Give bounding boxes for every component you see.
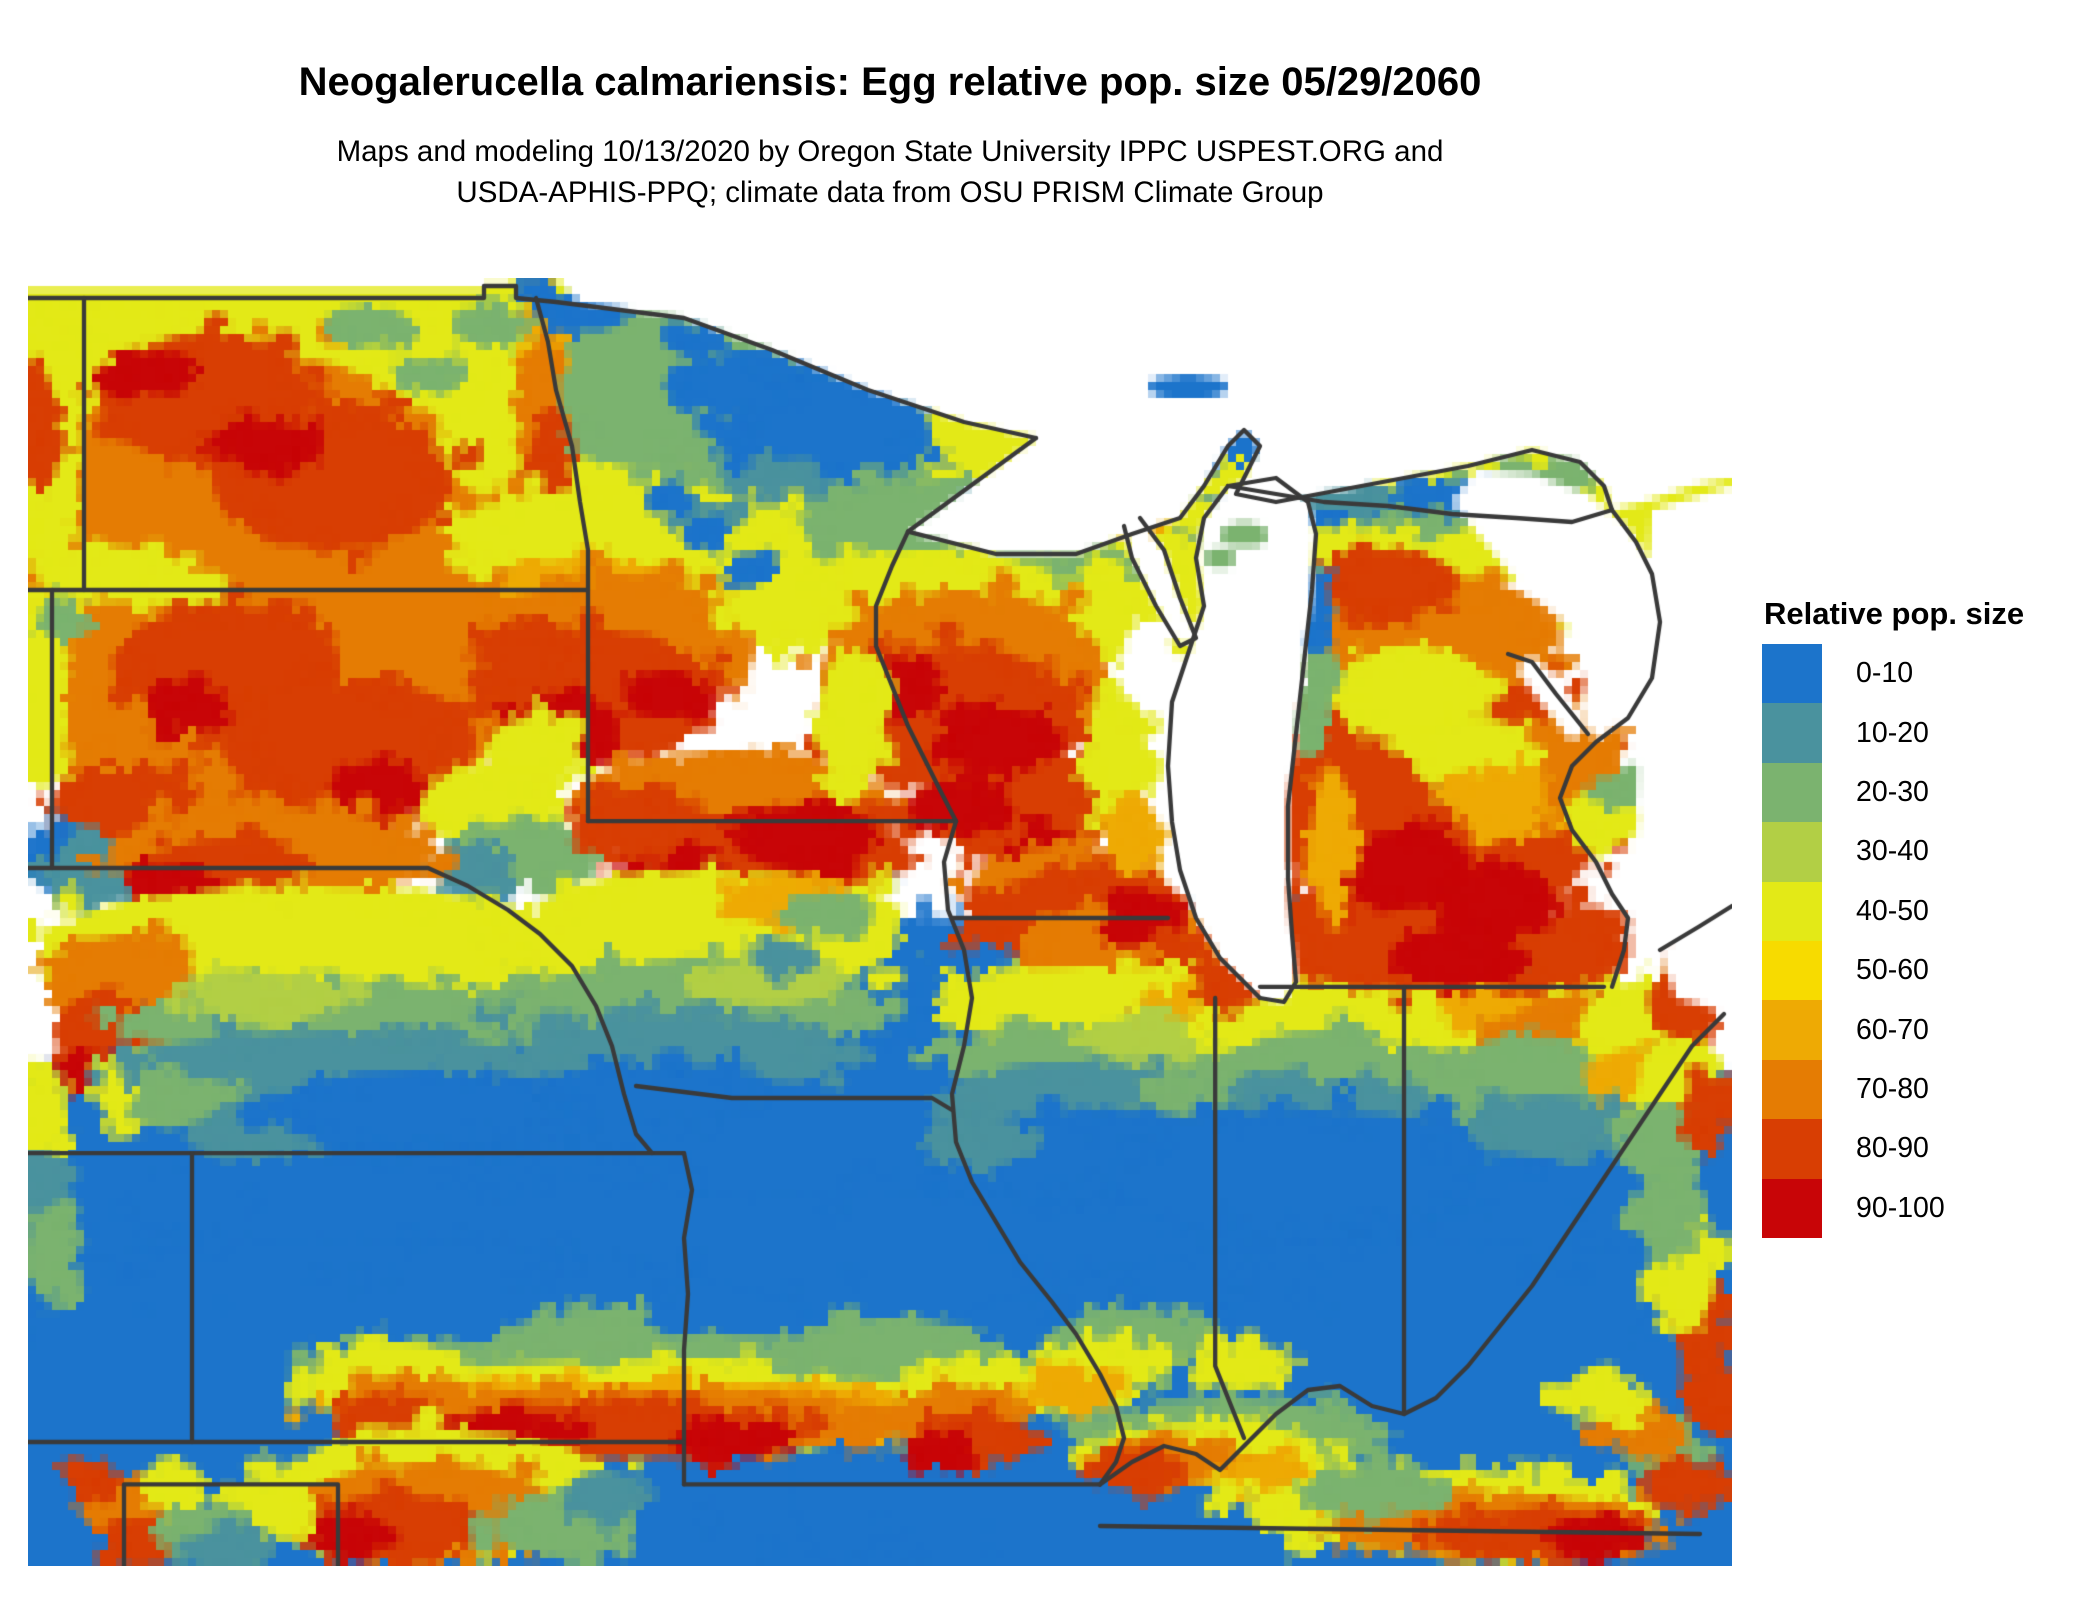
legend-item: 30-40 xyxy=(1762,822,2092,882)
legend-label: 50-60 xyxy=(1856,954,1929,987)
legend-label: 20-30 xyxy=(1856,775,1929,808)
legend-label: 40-50 xyxy=(1856,894,1929,927)
legend-label: 80-90 xyxy=(1856,1132,1929,1165)
legend-item: 80-90 xyxy=(1762,1119,2092,1179)
legend-swatch xyxy=(1762,644,1822,704)
legend-label: 10-20 xyxy=(1856,716,1929,749)
legend-item: 60-70 xyxy=(1762,1000,2092,1060)
legend-title: Relative pop. size xyxy=(1764,596,2025,631)
legend-swatch xyxy=(1762,1000,1822,1060)
legend-label: 70-80 xyxy=(1856,1072,1929,1105)
legend-item: 20-30 xyxy=(1762,762,2092,823)
legend-swatch xyxy=(1762,762,1822,823)
legend-swatch xyxy=(1762,881,1822,941)
legend-swatch xyxy=(1762,703,1822,763)
legend-label: 0-10 xyxy=(1856,657,1914,690)
map-legend: Relative pop. size 0-10 10-20 20-30 30-40 40… xyxy=(1762,596,2092,1238)
legend-item: 50-60 xyxy=(1762,940,2092,1001)
legend-item: 0-10 xyxy=(1762,644,2092,704)
legend-item: 70-80 xyxy=(1762,1059,2092,1120)
legend-item: 10-20 xyxy=(1762,703,2092,763)
species-distribution-map xyxy=(28,278,1732,1566)
legend-swatch xyxy=(1762,1059,1822,1120)
legend-rows: 0-10 10-20 20-30 30-40 40-50 50-60 60-70 70-80 8… xyxy=(1762,644,2092,1238)
legend-item: 90-100 xyxy=(1762,1178,2092,1238)
legend-label: 90-100 xyxy=(1856,1191,1945,1224)
map-subtitle-line1: Maps and modeling 10/13/2020 by Oregon S… xyxy=(336,135,1444,168)
map-title: Neogalerucella calmariensis: Egg relativ… xyxy=(298,60,1482,104)
legend-swatch xyxy=(1762,1178,1822,1238)
map-header: Neogalerucella calmariensis: Egg relativ… xyxy=(0,60,1780,213)
legend-label: 60-70 xyxy=(1856,1013,1929,1046)
legend-label: 30-40 xyxy=(1856,835,1929,868)
legend-swatch xyxy=(1762,1119,1822,1179)
map-subtitle-line2: USDA-APHIS-PPQ; climate data from OSU PR… xyxy=(456,176,1324,209)
legend-swatch xyxy=(1762,822,1822,882)
legend-item: 40-50 xyxy=(1762,881,2092,941)
legend-swatch xyxy=(1762,940,1822,1001)
